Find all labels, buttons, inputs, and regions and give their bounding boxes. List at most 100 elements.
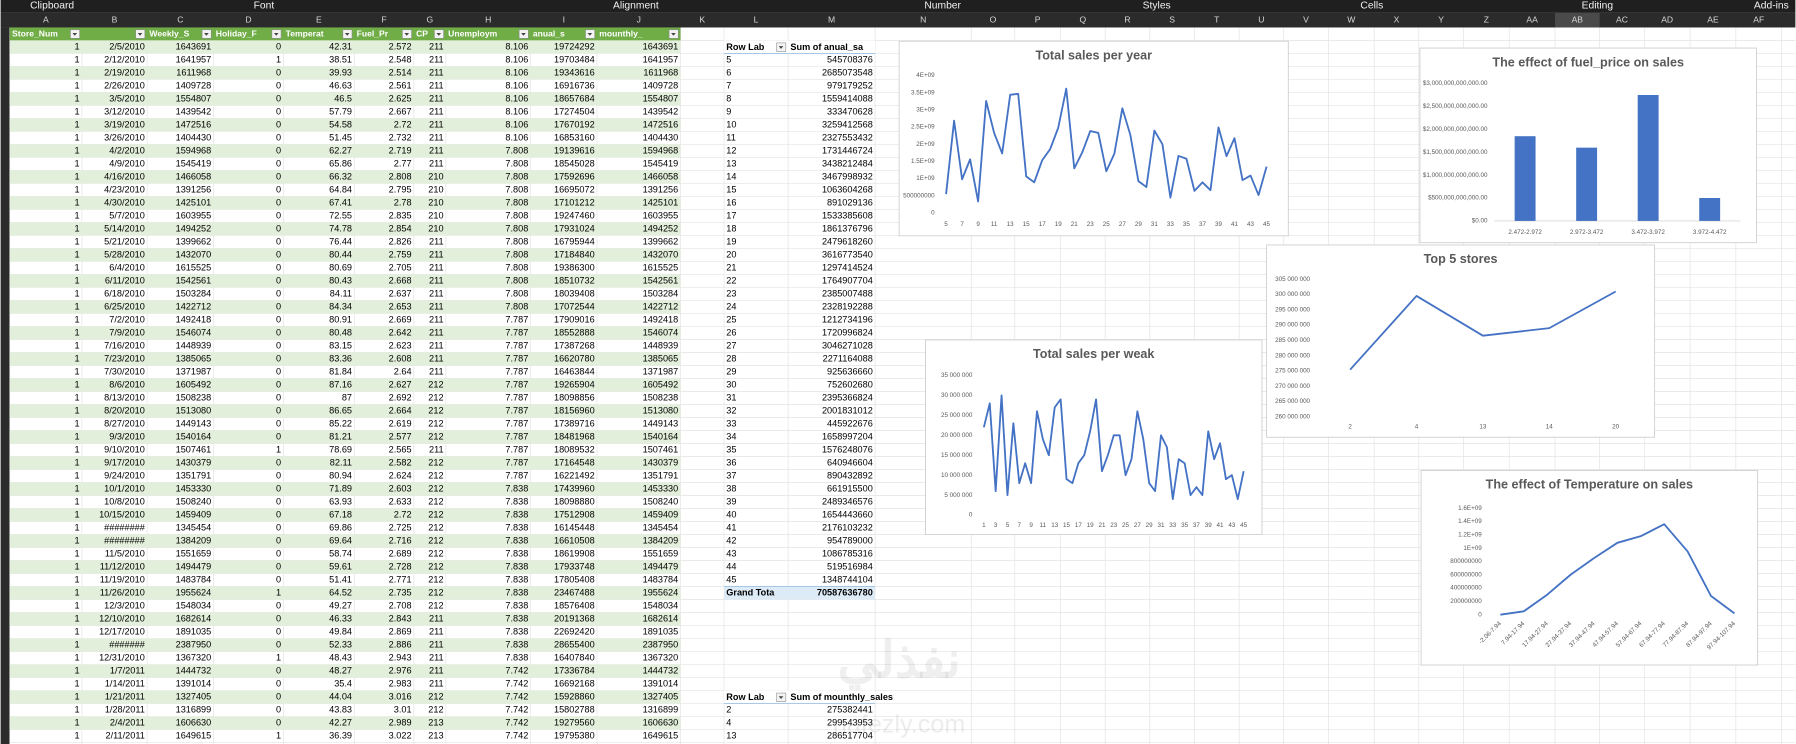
column-header[interactable]: N (920, 14, 926, 24)
x-tick-label: 45 (1240, 522, 1247, 529)
column-header[interactable]: AE (1707, 14, 1719, 24)
column-header[interactable]: Y (1438, 14, 1444, 24)
column-header[interactable]: AA (1526, 14, 1538, 24)
chart-area[interactable] (1420, 469, 1759, 666)
table-cell: 9/24/2010 (104, 470, 145, 480)
pivot-value: 1576248076 (822, 444, 873, 454)
column-header[interactable]: B (112, 14, 118, 24)
table-cell: 12/3/2010 (104, 600, 145, 610)
column-header[interactable]: H (485, 14, 491, 24)
chart-area[interactable] (898, 40, 1289, 237)
column-header[interactable]: R (1124, 14, 1130, 24)
table-cell: 212 (428, 691, 443, 701)
table-row-band (9, 274, 681, 288)
pivot-row-label: 24 (726, 301, 736, 311)
table-cell: 1682614 (643, 613, 679, 623)
table-cell: 1507461 (176, 444, 212, 454)
table-header: Holiday_F (216, 28, 257, 38)
table-cell: 2.735 (389, 587, 412, 597)
column-header[interactable]: AB (1572, 14, 1584, 24)
table-cell: 1432070 (176, 249, 212, 259)
chart-area[interactable] (925, 339, 1263, 535)
table-cell: 17592696 (554, 171, 595, 181)
table-cell: 1399662 (176, 236, 212, 246)
column-header[interactable]: L (754, 14, 759, 24)
table-cell: 65.86 (329, 158, 352, 168)
column-header[interactable]: M (828, 14, 835, 24)
pivot-row-label: 37 (726, 470, 736, 480)
table-cell: ######## (104, 522, 146, 532)
x-tick-label: 7 (960, 221, 964, 228)
column-header[interactable]: O (990, 14, 997, 24)
column-header[interactable]: T (1214, 14, 1220, 24)
column-header[interactable]: C (177, 14, 183, 24)
pivot-header: Sum of anual_sa (790, 42, 864, 52)
pivot-value: 3467998932 (822, 171, 873, 181)
table-cell: 5/28/2010 (104, 249, 145, 259)
column-header[interactable]: J (637, 14, 641, 24)
column-header[interactable]: S (1169, 14, 1175, 24)
column-header[interactable]: W (1347, 14, 1356, 24)
column-header[interactable]: V (1303, 14, 1309, 24)
x-tick-label: 21 (1071, 221, 1078, 228)
column-header[interactable]: G (427, 14, 434, 24)
chart-area[interactable] (1266, 244, 1656, 438)
column-header[interactable]: D (245, 14, 251, 24)
table-cell: 7.838 (505, 652, 528, 662)
table-cell: 8.106 (505, 67, 528, 77)
table-row-band (9, 716, 681, 730)
table-cell: 7.838 (505, 522, 528, 532)
column-header[interactable]: U (1258, 14, 1264, 24)
table-cell: 2.64 (394, 366, 412, 376)
column-header[interactable]: X (1394, 14, 1400, 24)
table-cell: 1507461 (643, 444, 679, 454)
column-header[interactable]: E (316, 14, 322, 24)
column-header[interactable]: Z (1484, 14, 1489, 24)
column-header[interactable]: AF (1753, 14, 1764, 24)
table-cell: 69.86 (329, 522, 352, 532)
table-cell: 1 (75, 470, 80, 480)
column-header[interactable]: Q (1080, 14, 1087, 24)
chart-title: The effect of fuel_price on sales (1492, 55, 1684, 69)
column-header[interactable]: F (381, 14, 386, 24)
x-tick-label: 43 (1228, 522, 1235, 529)
table-cell: 16620780 (554, 353, 595, 363)
table-cell: 211 (429, 613, 444, 623)
table-cell: 1422712 (176, 301, 212, 311)
table-cell: 16145448 (554, 522, 595, 532)
table-cell: 211 (429, 366, 444, 376)
table-cell: 0 (276, 392, 281, 402)
chart-title: The effect of Temperature on sales (1486, 478, 1693, 492)
column-header[interactable]: P (1035, 14, 1041, 24)
column-header[interactable]: I (563, 14, 565, 24)
table-cell: 211 (429, 249, 444, 259)
row-header-bar (0, 27, 10, 744)
column-header[interactable]: K (699, 14, 705, 24)
column-header[interactable]: AC (1616, 14, 1628, 24)
table-cell: 0 (276, 41, 281, 51)
table-cell: 212 (428, 379, 443, 389)
table-cell: 2.835 (389, 210, 412, 220)
table-cell: 1 (75, 561, 80, 571)
table-row-band (9, 456, 681, 470)
table-cell: 2.653 (389, 301, 412, 311)
table-header: Store_Num (12, 28, 58, 38)
table-cell: 18576408 (554, 600, 595, 610)
chart-title: Total sales per year (1035, 48, 1152, 62)
table-cell: 0 (276, 197, 281, 207)
table-cell: 46.33 (329, 613, 352, 623)
column-header[interactable]: AD (1661, 14, 1673, 24)
table-cell: 3.01 (394, 704, 412, 714)
x-tick-label: 9 (1029, 522, 1033, 529)
table-cell: 83.36 (329, 353, 352, 363)
table-cell: 1611968 (176, 67, 211, 77)
table-cell: 1 (75, 275, 80, 285)
table-cell: 2.608 (389, 353, 412, 363)
table-cell: 11/12/2010 (100, 561, 145, 571)
table-row-band (9, 690, 681, 704)
table-cell: 212 (428, 418, 443, 428)
table-cell: 7.787 (505, 431, 528, 441)
column-header[interactable]: A (43, 14, 49, 24)
table-row-band (9, 222, 681, 236)
